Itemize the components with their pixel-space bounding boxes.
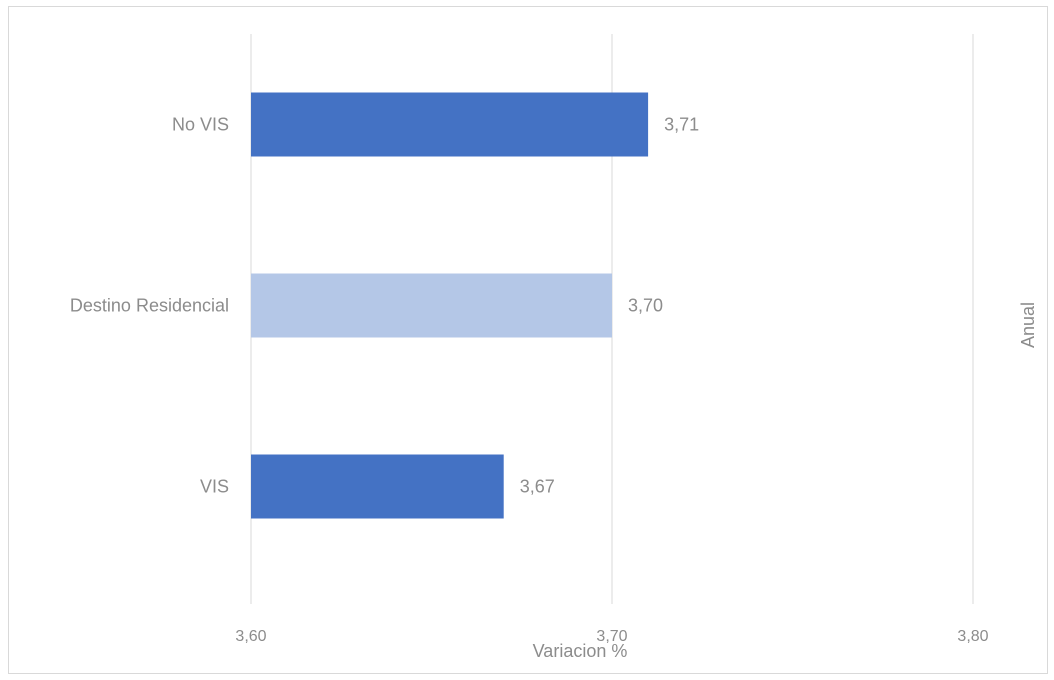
bar [251,92,649,157]
chart-frame: 3,60 3,70 3,80 No VIS 3,71 Destino Residencia… [8,6,1048,674]
data-label: 3,71 [664,115,699,135]
bar-chart: 3,60 3,70 3,80 No VIS 3,71 Destino Residencia… [70,34,1038,661]
x-tick-label: 3,80 [957,628,988,645]
category-label: No VIS [172,115,229,135]
secondary-axis-title: Anual [1018,302,1038,348]
data-label: 3,67 [520,477,555,497]
category-label: Destino Residencial [70,296,229,316]
x-tick-label: 3,70 [596,628,627,645]
bar [251,273,612,338]
labels: 3,60 3,70 3,80 No VIS 3,71 Destino Residencia… [70,115,989,646]
data-label: 3,70 [628,296,663,316]
category-label: VIS [200,477,229,497]
bar [251,454,504,519]
x-tick-label: 3,60 [235,628,266,645]
bars [251,92,649,519]
x-axis-title: Variacion % [533,641,628,661]
